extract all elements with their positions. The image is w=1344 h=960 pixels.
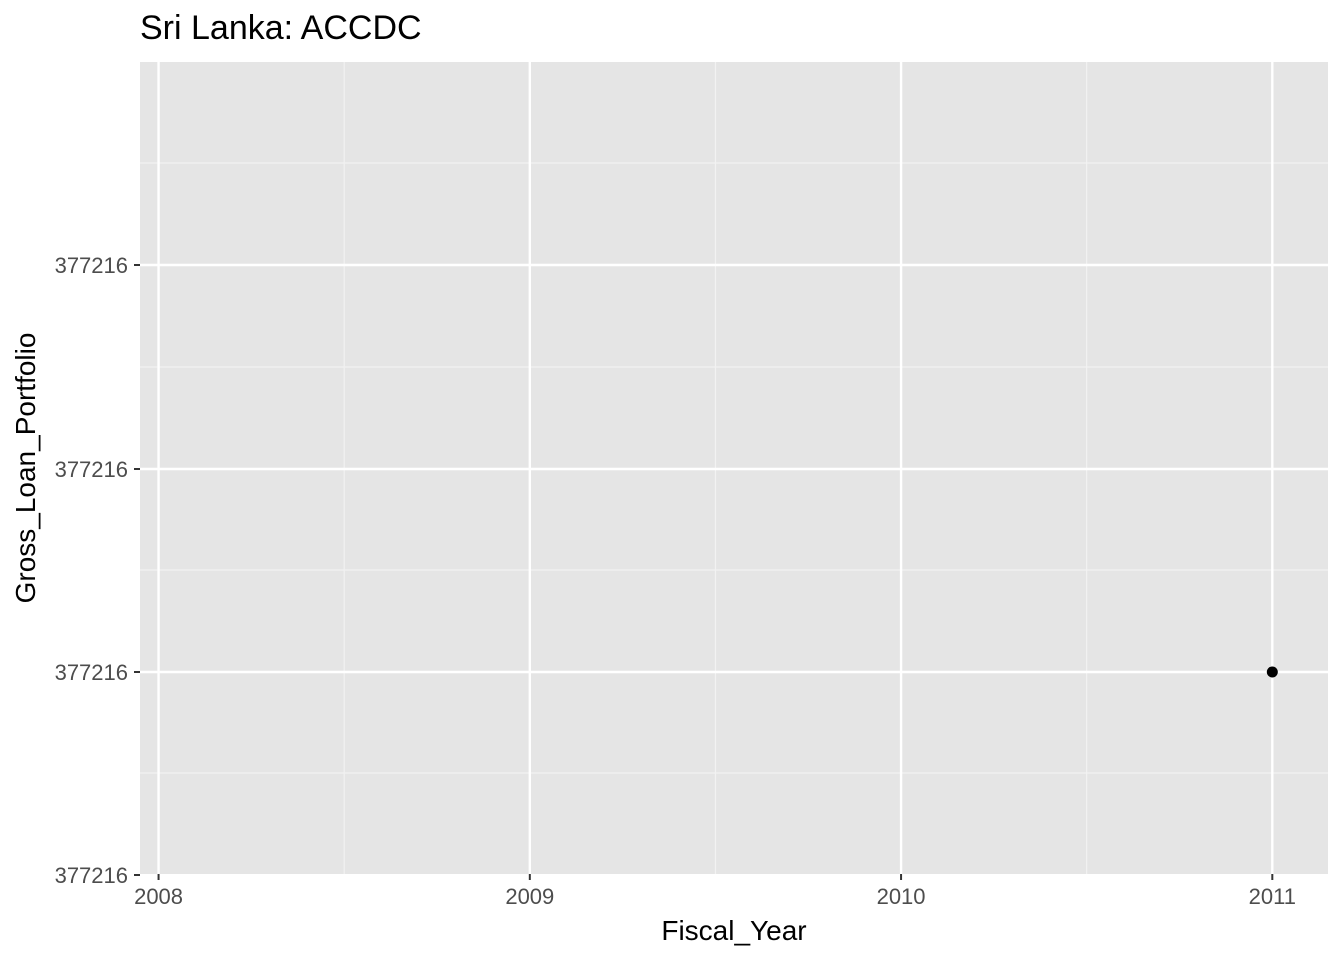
y-tick-label: 377216 xyxy=(55,457,128,482)
x-axis: 2008 2009 2010 2011 xyxy=(134,874,1296,909)
y-axis: 377216 377216 377216 377216 xyxy=(55,253,140,888)
x-tick-label: 2011 xyxy=(1249,884,1296,909)
y-tick-label: 377216 xyxy=(55,253,128,278)
chart-title: Sri Lanka: ACCDC xyxy=(140,9,422,47)
y-tick-label: 377216 xyxy=(55,660,128,685)
x-tick-label: 2009 xyxy=(505,884,554,909)
x-tick-label: 2008 xyxy=(134,884,183,909)
data-points xyxy=(1266,666,1278,678)
x-axis-title: Fiscal_Year xyxy=(661,915,806,946)
y-axis-title: Gross_Loan_Portfolio xyxy=(10,333,41,604)
y-tick-label: 377216 xyxy=(55,863,128,888)
x-tick-label: 2010 xyxy=(877,884,926,909)
data-point xyxy=(1266,666,1278,678)
grid-major xyxy=(140,62,1328,874)
